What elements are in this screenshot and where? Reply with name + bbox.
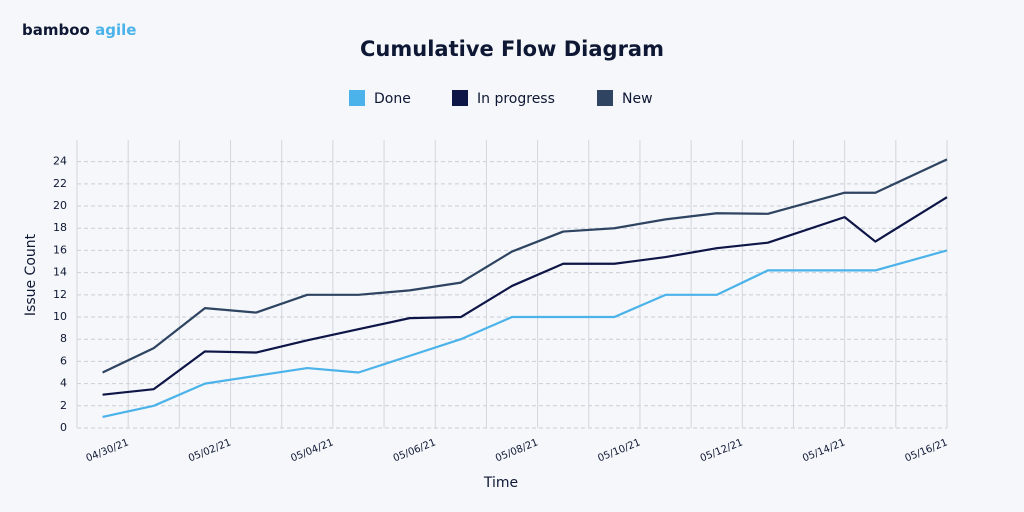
y-tick-label: 0 — [60, 421, 67, 434]
y-tick-label: 12 — [53, 288, 67, 301]
logo-part: bamboo — [22, 21, 90, 39]
legend-swatch — [597, 90, 613, 106]
series-line — [102, 196, 948, 396]
y-tick-label: 22 — [53, 177, 67, 190]
y-tick-label: 2 — [60, 399, 67, 412]
y-tick-label: 16 — [53, 243, 67, 256]
x-axis-label: Time — [483, 475, 518, 491]
legend-label: In progress — [477, 91, 555, 107]
y-tick-label: 10 — [53, 310, 67, 323]
legend-label: New — [622, 91, 653, 107]
y-tick-label: 18 — [53, 221, 67, 234]
series-line — [102, 249, 948, 418]
legend-label: Done — [374, 91, 411, 107]
legend-swatch — [452, 90, 468, 106]
logo-part: agile — [95, 21, 136, 39]
y-axis-label: Issue Count — [23, 233, 39, 316]
series-line — [102, 158, 948, 374]
y-tick-label: 20 — [53, 199, 67, 212]
y-tick-label: 14 — [53, 266, 67, 279]
y-tick-label: 6 — [60, 354, 67, 367]
y-tick-label: 8 — [60, 332, 67, 345]
chart-title: Cumulative Flow Diagram — [360, 37, 664, 61]
y-tick-label: 24 — [53, 155, 67, 168]
legend-swatch — [349, 90, 365, 106]
y-tick-label: 4 — [60, 377, 67, 390]
logo: bamboo agile — [22, 21, 136, 39]
